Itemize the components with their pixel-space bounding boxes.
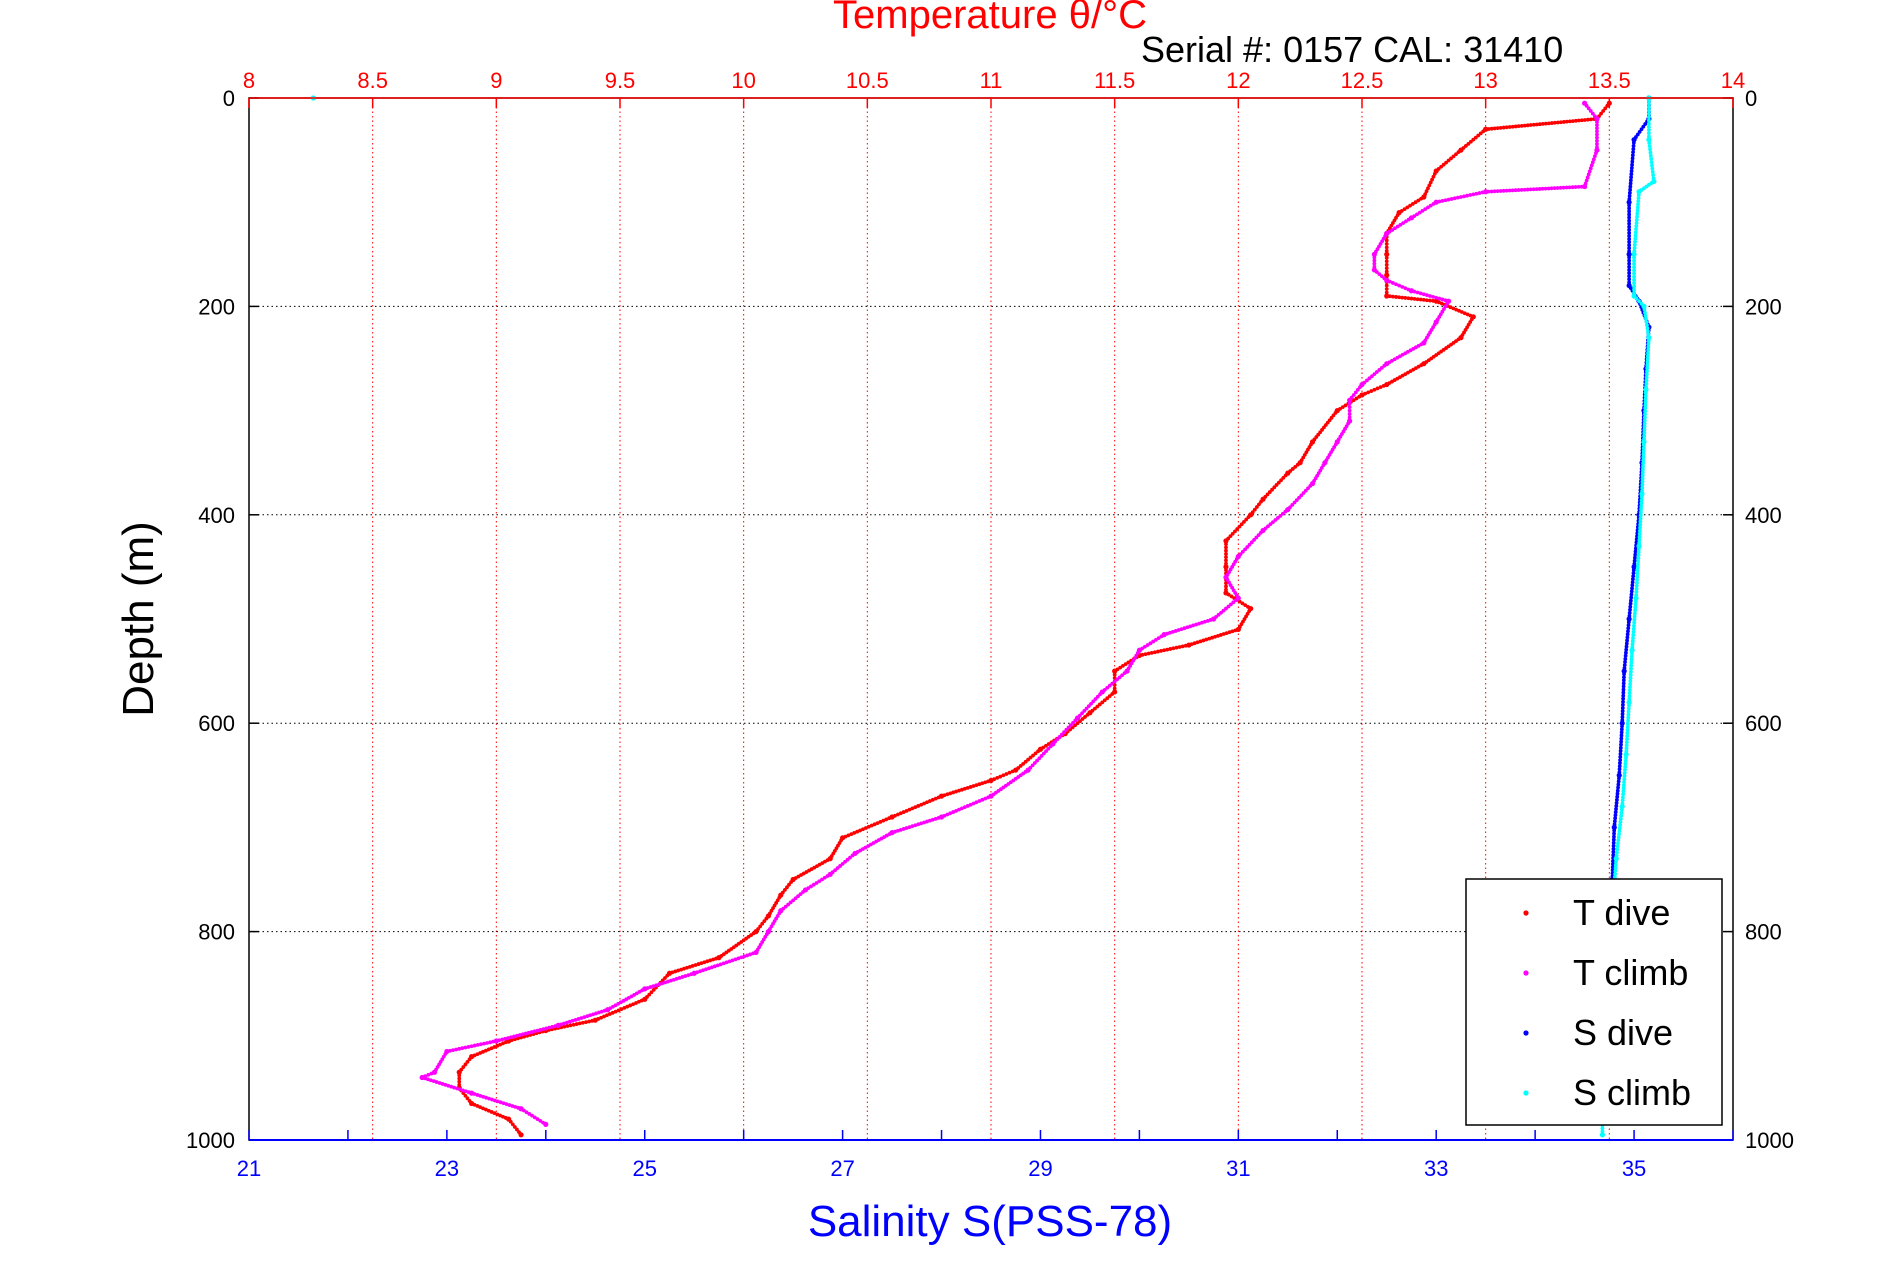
- legend-label: T climb: [1573, 952, 1688, 993]
- depth-tick-label-left: 400: [198, 503, 235, 528]
- legend-marker: [1523, 1090, 1528, 1095]
- salinity-tick-label: 23: [435, 1156, 459, 1181]
- data-point: [1649, 157, 1653, 161]
- temperature-tick-label: 9: [490, 68, 502, 93]
- depth-axis-title: Depth (m): [114, 521, 163, 717]
- depth-tick-label-left: 200: [198, 294, 235, 319]
- data-point: [1647, 141, 1651, 145]
- data-point: [1224, 545, 1228, 549]
- data-point: [1348, 412, 1352, 416]
- data-point: [1224, 549, 1228, 553]
- legend-label: T dive: [1573, 892, 1670, 933]
- data-point: [1348, 402, 1352, 406]
- data-point: [1385, 266, 1389, 270]
- data-point: [1385, 259, 1389, 263]
- temperature-tick-label: 13: [1473, 68, 1497, 93]
- temperature-tick-label: 13.5: [1588, 68, 1631, 93]
- temperature-tick-label: 14: [1721, 68, 1745, 93]
- depth-tick-label-left: 1000: [186, 1128, 235, 1153]
- data-point: [1650, 163, 1654, 167]
- data-point: [518, 1132, 523, 1137]
- depth-tick-label-right: 200: [1745, 294, 1782, 319]
- data-point: [1385, 263, 1389, 267]
- data-point: [1113, 673, 1117, 677]
- temperature-tick-label: 10: [731, 68, 755, 93]
- temperature-tick-label: 11: [980, 68, 1003, 93]
- salinity-tick-label: 35: [1622, 1156, 1646, 1181]
- legend-marker: [1523, 910, 1528, 915]
- data-point: [1648, 144, 1652, 148]
- data-point: [1385, 256, 1389, 260]
- salinity-tick-label: 31: [1226, 1156, 1250, 1181]
- legend-label: S dive: [1573, 1012, 1673, 1053]
- data-point: [1651, 170, 1655, 174]
- salinity-tick-label: 27: [830, 1156, 854, 1181]
- salinity-tick-label: 33: [1424, 1156, 1448, 1181]
- legend-marker: [1523, 970, 1528, 975]
- depth-tick-label-right: 400: [1745, 503, 1782, 528]
- data-point: [1649, 151, 1653, 155]
- temperature-tick-label: 10.5: [846, 68, 889, 93]
- serial-label: Serial #: 0157 CAL: 31410: [1141, 29, 1563, 70]
- depth-tick-label-right: 0: [1745, 86, 1757, 111]
- salinity-tick-label: 29: [1028, 1156, 1052, 1181]
- data-point: [1224, 555, 1228, 559]
- legend-label: S climb: [1573, 1072, 1691, 1113]
- salinity-axis-title: Salinity S(PSS-78): [808, 1197, 1172, 1246]
- depth-tick-label-right: 1000: [1745, 1128, 1794, 1153]
- data-point: [1385, 245, 1389, 249]
- salinity-tick-label: 25: [632, 1156, 656, 1181]
- temperature-tick-label: 9.5: [605, 68, 636, 93]
- depth-tick-label-right: 600: [1745, 711, 1782, 736]
- data-point: [1385, 287, 1389, 291]
- data-point: [1224, 585, 1228, 589]
- depth-tick-label-right: 800: [1745, 920, 1782, 945]
- data-point: [1650, 167, 1654, 171]
- data-point: [543, 1122, 548, 1127]
- data-point: [1348, 405, 1352, 409]
- depth-tick-label-left: 600: [198, 711, 235, 736]
- data-point: [1648, 147, 1652, 151]
- temperature-axis-title: Temperature θ/°C: [833, 0, 1147, 37]
- legend: T dive T climb S dive S climb: [1466, 879, 1722, 1125]
- temperature-tick-label: 11.5: [1094, 68, 1135, 93]
- data-point: [1385, 242, 1389, 246]
- data-point: [1600, 1132, 1605, 1137]
- temperature-tick-label: 12.5: [1341, 68, 1384, 93]
- depth-tick-label-left: 800: [198, 920, 235, 945]
- data-point: [1385, 284, 1389, 288]
- salinity-tick-label: 21: [237, 1156, 261, 1181]
- depth-tick-label-left: 0: [223, 86, 235, 111]
- data-point: [1651, 173, 1655, 177]
- legend-marker: [1523, 1030, 1528, 1035]
- temperature-tick-label: 8: [243, 68, 255, 93]
- data-point: [1224, 558, 1228, 562]
- data-point: [1650, 160, 1654, 164]
- data-point: [1224, 552, 1228, 556]
- data-point: [1649, 154, 1653, 158]
- data-point: [1348, 409, 1352, 413]
- chart: 8 8.5 9 9.5 10 10.5 11 11.5 12 12.5 13 13.5 140 0200 2…: [0, 0, 1891, 1262]
- temperature-tick-label: 12: [1226, 68, 1250, 93]
- data-point: [1224, 542, 1228, 546]
- temperature-tick-label: 8.5: [357, 68, 388, 93]
